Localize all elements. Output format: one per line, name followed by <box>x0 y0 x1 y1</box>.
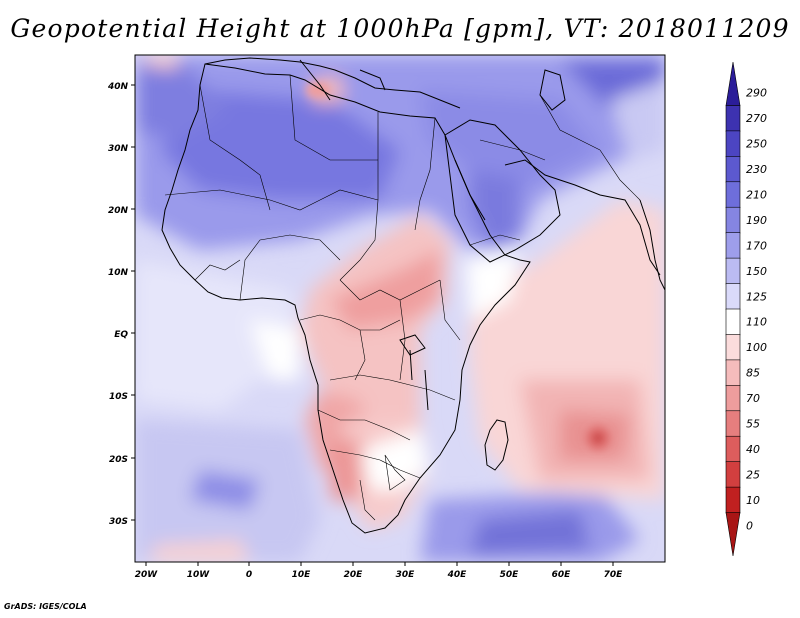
colorbar-swatch <box>725 105 741 132</box>
colorbar-swatch <box>725 359 741 387</box>
colorbar-label: 100 <box>746 341 767 354</box>
lon-tick-label: 0 <box>246 570 252 580</box>
credit-text: GrADS: IGES/COLA <box>4 602 87 611</box>
lat-tick-label: 20S <box>109 455 128 465</box>
colorbar-label: 125 <box>746 290 767 303</box>
lat-tick-label: 40N <box>107 82 129 92</box>
lon-tick-label: 50E <box>500 570 520 580</box>
lat-tick-label: 30S <box>109 517 128 527</box>
lon-axis: 20W 10W 0 10E 20E 30E 40E 50E 60E 70E <box>135 562 623 580</box>
colorbar-swatch <box>725 461 741 488</box>
lon-tick-label: 10E <box>292 570 312 580</box>
colorbar-swatch <box>725 486 741 514</box>
lon-tick-label: 10W <box>187 570 211 580</box>
colorbar-swatch <box>725 206 741 234</box>
lon-tick-label: 20E <box>344 570 364 580</box>
lat-tick-label: EQ <box>114 330 128 340</box>
colorbar-swatch <box>725 130 741 158</box>
colorbar-bottom-arrow <box>725 512 741 557</box>
colorbar-label: 150 <box>746 265 767 278</box>
colorbar-swatch <box>725 334 741 361</box>
colorbar-label: 0 <box>746 519 753 532</box>
colorbar-label: 190 <box>746 214 767 227</box>
colorbar-label: 55 <box>746 418 760 431</box>
colorbar-label: 210 <box>746 189 767 202</box>
lon-tick-label: 20W <box>135 570 159 580</box>
lat-tick-label: 10N <box>108 268 129 278</box>
map-title: Geopotential Height at 1000hPa [gpm], VT… <box>10 14 790 43</box>
colorbar-label: 230 <box>746 163 767 176</box>
colorbar-label: 290 <box>746 87 767 100</box>
lat-tick-label: 10S <box>109 392 128 402</box>
colorbar-swatch <box>725 156 741 183</box>
map-frame <box>134 54 666 563</box>
colorbar-label: 40 <box>746 443 760 456</box>
colorbar-label: 10 <box>746 494 760 507</box>
lon-tick-label: 70E <box>604 570 624 580</box>
country-borders <box>164 74 641 521</box>
lat-axis: 40N 30N 20N 10N EQ 10S 20S 30S <box>107 82 135 527</box>
colorbar: 2902702502302101901701501251101008570554… <box>725 61 767 557</box>
colorbar-swatch <box>725 232 741 259</box>
lat-tick-label: 30N <box>108 144 129 154</box>
colorbar-swatch <box>725 181 741 209</box>
lon-tick-label: 40E <box>447 570 468 580</box>
colorbar-label: 250 <box>746 138 767 151</box>
colorbar-swatch <box>725 308 741 336</box>
colorbar-swatch <box>725 435 741 463</box>
colorbar-label: 85 <box>746 367 760 380</box>
coastlines <box>161 57 665 534</box>
colorbar-label: 170 <box>746 239 767 252</box>
colorbar-label: 25 <box>746 468 760 481</box>
colorbar-swatch <box>725 283 741 310</box>
lon-tick-label: 60E <box>552 570 572 580</box>
colorbar-swatch <box>725 410 741 438</box>
colorbar-label: 270 <box>746 112 767 125</box>
colorbar-swatch <box>725 257 741 285</box>
geopotential-field <box>135 55 665 562</box>
colorbar-label: 70 <box>746 392 760 405</box>
colorbar-label: 110 <box>746 316 767 329</box>
lat-tick-label: 20N <box>108 206 129 216</box>
lon-tick-label: 30E <box>396 570 416 580</box>
colorbar-swatch <box>725 385 741 412</box>
colorbar-top-arrow <box>725 61 741 106</box>
